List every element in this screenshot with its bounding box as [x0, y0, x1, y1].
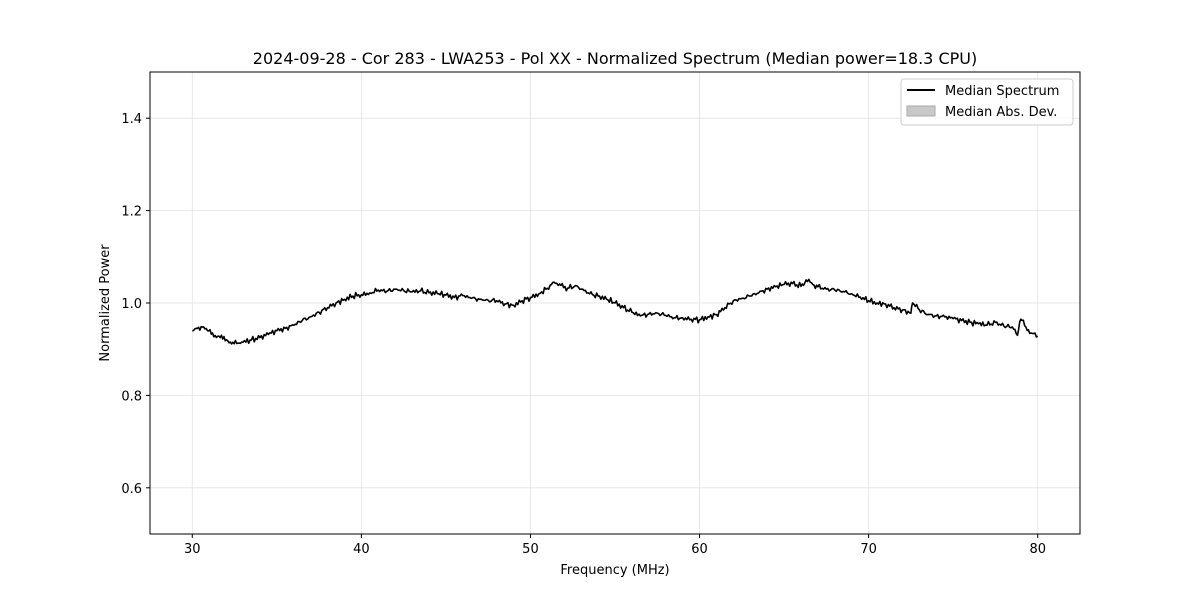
- x-tick-label: 70: [860, 542, 877, 557]
- legend-box: [900, 78, 1074, 126]
- x-tick-label: 30: [184, 542, 201, 557]
- legend-patch-swatch: [906, 105, 936, 117]
- y-axis-label: Normalized Power: [98, 244, 113, 362]
- y-tick-label: 1.4: [121, 112, 142, 127]
- legend-label-median-abs-dev: Median Abs. Dev.: [945, 105, 1057, 120]
- y-tick-label: 1.2: [121, 205, 142, 220]
- tick-layer: 30 40 50 60 70 80 0.6 0.8 1.0 1.2 1.4: [121, 112, 1046, 557]
- legend: Median Spectrum Median Abs. Dev.: [900, 78, 1074, 126]
- y-tick-label: 1.0: [121, 297, 142, 312]
- x-tick-label: 40: [353, 542, 370, 557]
- x-axis-label: Frequency (MHz): [560, 563, 669, 578]
- legend-label-median-spectrum: Median Spectrum: [945, 84, 1059, 99]
- series-layer: [192, 278, 1039, 345]
- y-tick-label: 0.8: [121, 389, 142, 404]
- x-tick-label: 60: [691, 542, 708, 557]
- y-tick-label: 0.6: [121, 482, 142, 497]
- chart-title: 2024-09-28 - Cor 283 - LWA253 - Pol XX -…: [253, 49, 977, 68]
- x-tick-label: 50: [522, 542, 539, 557]
- median-spectrum-line: [192, 278, 1039, 345]
- x-tick-label: 80: [1029, 542, 1046, 557]
